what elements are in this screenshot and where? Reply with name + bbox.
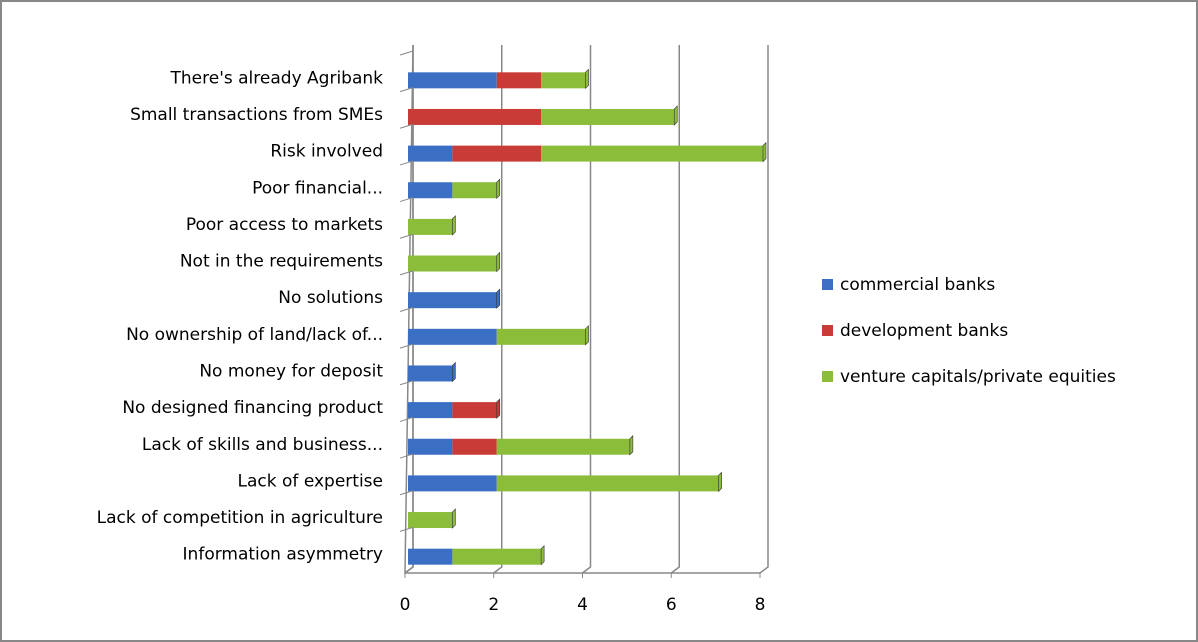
- bar: [541, 72, 586, 89]
- bar: [496, 475, 719, 492]
- bar: [408, 255, 497, 272]
- y-tick-label: No designed financing product: [122, 398, 383, 418]
- y-tick-label: Information asymmetry: [183, 545, 383, 565]
- y-tick: [399, 380, 414, 386]
- x-tick-label: 4: [577, 595, 588, 615]
- legend-swatch: [822, 279, 833, 290]
- y-tick-label: Poor access to markets: [186, 215, 383, 235]
- grid-line: [493, 45, 503, 574]
- bar: [541, 145, 763, 162]
- bar: [452, 145, 542, 162]
- bar-end-cap: [673, 105, 678, 126]
- bar-end-cap: [496, 178, 501, 199]
- y-tick-label: Poor financial...: [252, 178, 383, 198]
- y-tick-label: No solutions: [278, 288, 383, 308]
- y-tick: [399, 416, 414, 422]
- y-tick: [399, 123, 414, 129]
- y-tick-label: Not in the requirements: [180, 252, 383, 272]
- bar: [452, 438, 497, 455]
- bar-end-cap: [629, 435, 634, 456]
- grid-line: [670, 45, 680, 574]
- x-tick-label: 6: [666, 595, 677, 615]
- x-tick-label: 8: [755, 595, 766, 615]
- y-tick-label: Lack of skills and business...: [142, 435, 383, 455]
- bar: [408, 512, 453, 529]
- bar-end-cap: [585, 325, 589, 346]
- legend-label: development banks: [840, 321, 1008, 341]
- grid-line: [582, 45, 592, 574]
- bar-end-cap: [452, 361, 456, 383]
- bar: [408, 475, 497, 492]
- bar-end-cap: [718, 471, 722, 493]
- bar: [408, 548, 453, 565]
- y-tick: [399, 87, 414, 93]
- bar: [496, 438, 630, 455]
- y-tick-label: Lack of expertise: [238, 471, 383, 491]
- bar: [496, 328, 586, 345]
- y-tick-label: Small transactions from SMEs: [130, 105, 383, 125]
- y-tick-label: No money for deposit: [199, 361, 383, 381]
- x-tick-label: 0: [400, 595, 411, 615]
- bar-end-cap: [762, 141, 767, 163]
- x-tick-label: 2: [488, 595, 499, 615]
- bar: [408, 72, 497, 89]
- bar: [408, 438, 453, 455]
- legend-swatch: [822, 325, 833, 336]
- y-tick-label: No ownership of land/lack of...: [126, 325, 383, 345]
- y-tick: [399, 490, 414, 496]
- bar: [408, 365, 453, 382]
- y-tick-label: There's already Agribank: [170, 68, 384, 88]
- y-tick: [399, 343, 414, 349]
- grid-line: [759, 45, 769, 574]
- y-tick-label: Risk involved: [270, 142, 383, 162]
- bar-end-cap: [540, 544, 545, 566]
- bar: [408, 182, 453, 199]
- y-tick: [399, 197, 414, 203]
- bar: [408, 402, 453, 419]
- bar: [496, 72, 542, 89]
- y-tick: [399, 270, 414, 276]
- bar: [408, 108, 542, 125]
- bar: [408, 292, 497, 309]
- bar: [452, 548, 542, 565]
- bar: [408, 328, 497, 345]
- bar-end-cap: [585, 68, 589, 90]
- y-tick: [399, 50, 414, 56]
- bar-end-cap: [452, 508, 456, 529]
- bar: [452, 182, 497, 199]
- legend-label: venture capitals/private equities: [840, 367, 1116, 387]
- bar: [408, 145, 453, 162]
- y-tick: [399, 233, 414, 239]
- y-tick: [399, 526, 414, 532]
- bar: [452, 402, 497, 419]
- bar-end-cap: [496, 251, 501, 273]
- bar: [541, 108, 675, 125]
- bar: [408, 218, 453, 235]
- y-tick: [399, 160, 414, 166]
- bar-end-cap: [496, 398, 501, 419]
- y-tick-label: Lack of competition in agriculture: [97, 508, 383, 528]
- legend-label: commercial banks: [840, 275, 995, 295]
- legend-swatch: [822, 371, 833, 382]
- y-tick: [399, 307, 414, 312]
- y-tick: [399, 453, 414, 459]
- bar-end-cap: [452, 215, 456, 236]
- bar-end-cap: [496, 288, 501, 309]
